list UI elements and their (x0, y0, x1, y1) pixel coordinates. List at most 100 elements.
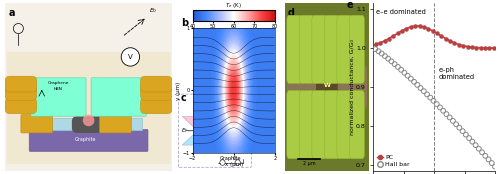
Point (438, 35, 446, 38)
Text: a: a (8, 9, 15, 18)
FancyBboxPatch shape (312, 15, 327, 84)
FancyBboxPatch shape (300, 90, 314, 159)
Text: Graphite: Graphite (220, 156, 241, 161)
Point (464, 45, 471, 48)
Point (424, 27, 432, 30)
Point (414, 84, 422, 86)
Text: $E_F$: $E_F$ (180, 126, 188, 135)
Polygon shape (216, 116, 244, 129)
Point (462, 133, 470, 136)
Point (439, 109, 447, 112)
FancyBboxPatch shape (287, 65, 367, 109)
Point (381, 55, 389, 57)
Point (468, 46, 476, 49)
Point (484, 158, 492, 161)
Point (432, 103, 440, 105)
Point (416, 25, 424, 27)
Point (407, 26, 415, 28)
Point (398, 29, 406, 32)
FancyBboxPatch shape (316, 69, 338, 105)
FancyBboxPatch shape (312, 90, 327, 159)
Point (374, 50, 382, 53)
Point (472, 144, 480, 147)
Point (372, 43, 380, 46)
FancyBboxPatch shape (140, 76, 172, 92)
Point (420, 26, 428, 28)
FancyBboxPatch shape (324, 15, 340, 84)
Circle shape (121, 48, 140, 66)
FancyBboxPatch shape (140, 98, 172, 114)
Point (481, 47, 489, 49)
FancyBboxPatch shape (350, 15, 364, 84)
FancyBboxPatch shape (350, 90, 364, 159)
Legend: PC, Hall bar: PC, Hall bar (376, 154, 410, 167)
Circle shape (82, 114, 94, 126)
Point (380, 39, 388, 42)
Text: b: b (181, 18, 188, 28)
FancyBboxPatch shape (287, 90, 302, 159)
Point (385, 37, 393, 40)
FancyBboxPatch shape (72, 116, 106, 133)
Point (378, 52, 386, 55)
FancyBboxPatch shape (31, 78, 86, 116)
Point (482, 155, 490, 157)
Point (407, 77, 415, 80)
Point (400, 71, 408, 74)
FancyBboxPatch shape (300, 15, 314, 84)
Title: $T_e$ (K): $T_e$ (K) (225, 1, 242, 10)
FancyBboxPatch shape (5, 85, 37, 100)
Point (442, 37, 450, 40)
Text: V: V (128, 54, 133, 60)
Point (394, 66, 402, 68)
Text: $E_0$: $E_0$ (149, 6, 157, 15)
Point (478, 151, 486, 154)
Text: d: d (288, 9, 294, 18)
FancyBboxPatch shape (91, 78, 146, 116)
Point (436, 106, 444, 109)
Text: e: e (346, 0, 354, 10)
FancyBboxPatch shape (140, 85, 172, 100)
Point (411, 25, 419, 27)
Text: c: c (180, 93, 186, 103)
Point (456, 126, 464, 129)
Point (388, 60, 396, 63)
Point (491, 165, 499, 168)
Text: $k_BT_e$: $k_BT_e$ (236, 114, 248, 123)
Point (420, 90, 428, 93)
Polygon shape (182, 132, 210, 145)
FancyBboxPatch shape (100, 114, 131, 133)
FancyBboxPatch shape (35, 118, 82, 131)
Point (384, 57, 392, 60)
Point (465, 137, 473, 140)
FancyBboxPatch shape (282, 0, 371, 174)
Point (371, 48, 379, 50)
Point (449, 120, 457, 122)
Text: e–ph
dominated: e–ph dominated (439, 67, 475, 80)
Point (430, 99, 438, 102)
Y-axis label: y (μm): y (μm) (176, 81, 181, 100)
FancyBboxPatch shape (5, 76, 37, 92)
Point (433, 32, 441, 35)
Y-axis label: normalized conductance, G/G₀: normalized conductance, G/G₀ (350, 39, 354, 135)
Text: THz: THz (207, 128, 217, 133)
Point (450, 42, 458, 44)
Point (455, 43, 463, 46)
Point (423, 93, 431, 96)
Point (452, 123, 460, 126)
FancyBboxPatch shape (21, 114, 52, 133)
Point (404, 74, 411, 77)
Point (459, 44, 467, 47)
Text: Graphene: Graphene (48, 81, 69, 85)
Text: hBN: hBN (54, 87, 63, 91)
FancyBboxPatch shape (95, 118, 142, 131)
FancyBboxPatch shape (29, 130, 148, 151)
FancyBboxPatch shape (324, 90, 340, 159)
FancyBboxPatch shape (287, 15, 302, 84)
Point (416, 87, 424, 89)
Point (376, 41, 384, 44)
Polygon shape (182, 116, 210, 129)
Text: Graphite: Graphite (74, 137, 96, 142)
Point (442, 113, 450, 116)
Point (428, 30, 436, 32)
Point (390, 35, 398, 37)
